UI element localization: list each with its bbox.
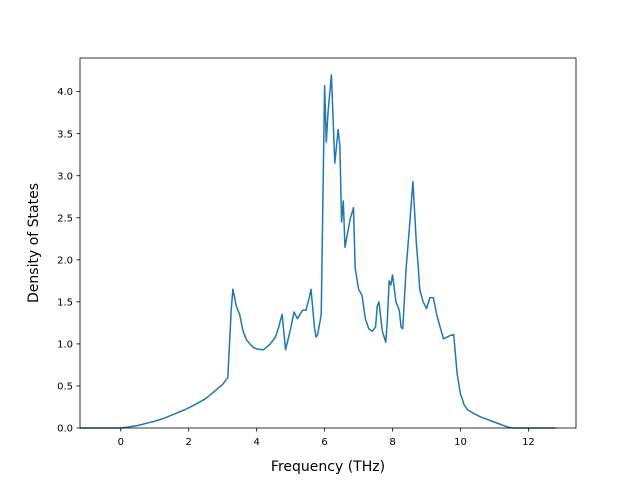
- x-tick-label: 0: [118, 437, 124, 448]
- y-tick-label: 0.5: [57, 382, 73, 393]
- x-tick-label: 10: [454, 437, 467, 448]
- y-tick-label: 2.5: [57, 213, 73, 224]
- x-axis-label: Frequency (THz): [271, 459, 385, 475]
- y-tick-label: 2.0: [57, 255, 73, 266]
- x-tick-label: 4: [253, 437, 259, 448]
- y-tick-label: 3.5: [57, 129, 73, 140]
- y-tick-label: 1.0: [57, 340, 73, 351]
- axes-frame: [79, 57, 577, 429]
- y-tick-label: 1.5: [57, 297, 73, 308]
- y-tick-label: 0.0: [57, 424, 73, 435]
- x-tick-label: 2: [186, 437, 192, 448]
- x-tick-label: 6: [321, 437, 327, 448]
- y-tick-label: 4.0: [57, 87, 73, 98]
- dos-series-line: [80, 74, 556, 429]
- y-tick-label: 3.0: [57, 171, 73, 182]
- x-tick-label: 8: [389, 437, 395, 448]
- y-axis-label: Density of States: [26, 183, 42, 303]
- x-tick-label: 12: [522, 437, 535, 448]
